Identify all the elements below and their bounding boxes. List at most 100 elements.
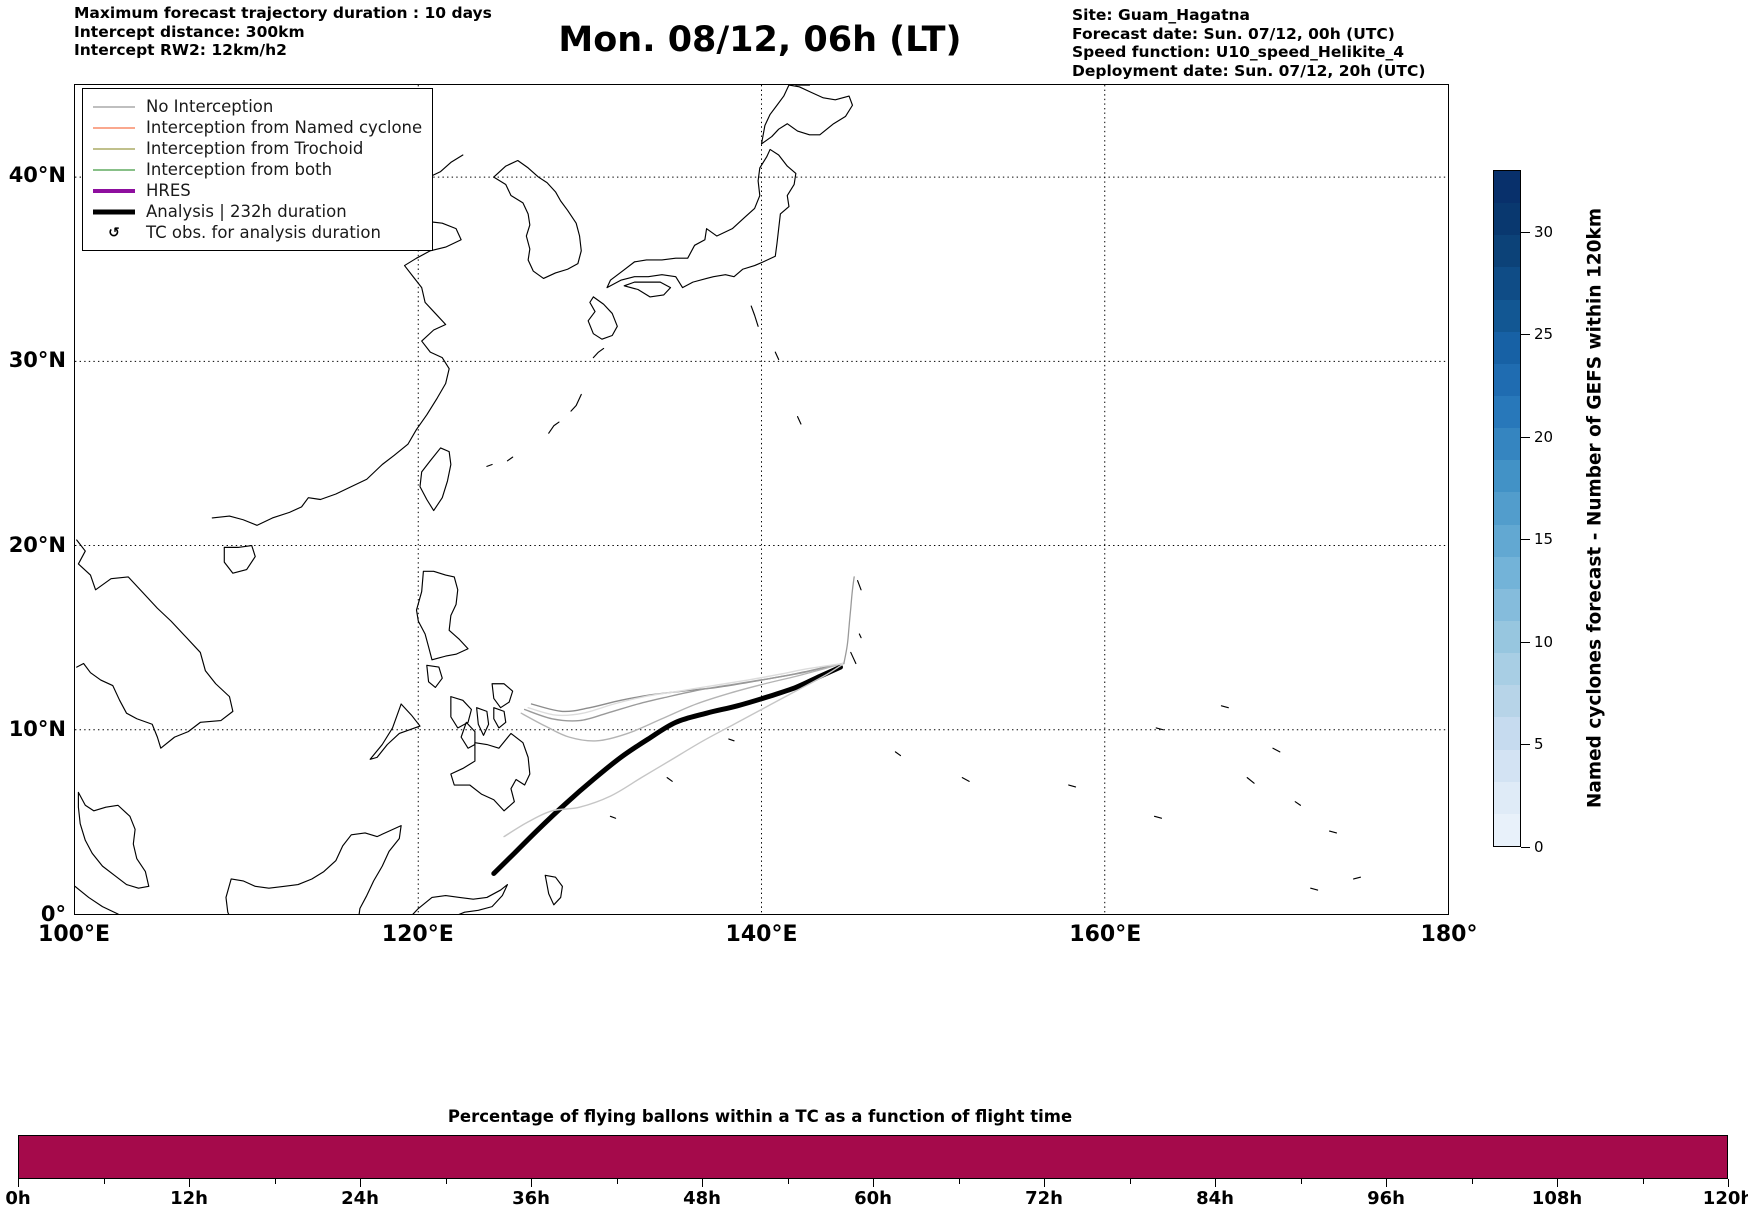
legend-item[interactable]: Interception from both bbox=[91, 159, 422, 180]
intercept-rw2-line: Intercept RW2: 12km/h2 bbox=[74, 41, 287, 59]
colorbar-tick-label: 15 bbox=[1534, 530, 1554, 549]
colorbar-tick bbox=[1521, 641, 1530, 643]
x-tick-label: 160°E bbox=[1069, 922, 1142, 947]
colorbar-tick bbox=[1521, 231, 1530, 233]
legend-item-label: Analysis | 232h duration bbox=[146, 202, 347, 221]
percentage-bar-tick bbox=[1557, 1179, 1558, 1187]
percentage-bar-tick-label: 24h bbox=[341, 1188, 379, 1209]
y-tick-label: 40°N bbox=[8, 163, 66, 188]
colorbar-step bbox=[1494, 460, 1520, 493]
percentage-bar-minor-tick bbox=[787, 1179, 789, 1184]
percentage-bar-minor-tick bbox=[103, 1179, 105, 1184]
legend-item-label: TC obs. for analysis duration bbox=[146, 223, 381, 242]
header-left-info: Maximum forecast trajectory duration : 1… bbox=[74, 4, 492, 60]
colorbar-tick-label: 10 bbox=[1534, 632, 1554, 651]
percentage-bar-tick bbox=[1044, 1179, 1045, 1187]
colorbar-step bbox=[1494, 556, 1520, 589]
colorbar-step bbox=[1494, 685, 1520, 718]
legend-item[interactable]: ↺ TC obs. for analysis duration bbox=[91, 222, 422, 243]
colorbar-step bbox=[1494, 813, 1520, 846]
percentage-bar-tick-label: 72h bbox=[1025, 1188, 1063, 1209]
legend-item-label: HRES bbox=[146, 181, 191, 200]
intercept-distance-line: Intercept distance: 300km bbox=[74, 22, 305, 41]
percentage-bar-tick bbox=[1215, 1179, 1216, 1187]
colorbar-step bbox=[1494, 171, 1520, 204]
colorbar-step bbox=[1494, 235, 1520, 268]
percentage-bar-tick bbox=[873, 1179, 874, 1187]
percentage-bar-minor-tick bbox=[274, 1179, 276, 1184]
forecast-date-line: Forecast date: Sun. 07/12, 00h (UTC) bbox=[1072, 24, 1395, 43]
x-tick-label: 100°E bbox=[38, 922, 110, 947]
percentage-bar-minor-tick bbox=[616, 1179, 618, 1184]
deployment-date-line: Deployment date: Sun. 07/12, 20h (UTC) bbox=[1072, 61, 1426, 80]
colorbar-step bbox=[1494, 492, 1520, 525]
colorbar-title: Named cyclones forecast - Number of GEFS… bbox=[1584, 207, 1606, 809]
header-right-info: Site: Guam_Hagatna Forecast date: Sun. 0… bbox=[1072, 6, 1425, 80]
percentage-bar-tick-label: 36h bbox=[512, 1188, 550, 1209]
percentage-bar-tick-label: 96h bbox=[1367, 1188, 1405, 1209]
percentage-bar-tick bbox=[360, 1179, 361, 1187]
percentage-bar-minor-tick bbox=[1129, 1179, 1131, 1184]
percentage-bar-tick bbox=[1386, 1179, 1387, 1187]
trajectory-path bbox=[520, 662, 843, 742]
legend-line-swatch bbox=[91, 138, 137, 159]
colorbar-tick-label: 0 bbox=[1534, 838, 1544, 856]
trajectory-path bbox=[503, 662, 845, 838]
percentage-bar-minor-tick bbox=[445, 1179, 447, 1184]
colorbar-step bbox=[1494, 588, 1520, 621]
trajectory-lines bbox=[491, 576, 855, 876]
colorbar-step bbox=[1494, 524, 1520, 557]
legend-item-label: Interception from Named cyclone bbox=[146, 118, 423, 137]
page-title: Mon. 08/12, 06h (LT) bbox=[558, 20, 962, 60]
map-legend[interactable]: No Interception Interception from Named c… bbox=[82, 88, 434, 251]
percentage-bar-minor-tick bbox=[958, 1179, 960, 1184]
y-tick-label: 0° bbox=[40, 902, 66, 926]
percentage-bar-tick-label: 48h bbox=[683, 1188, 721, 1209]
colorbar-step bbox=[1494, 749, 1520, 782]
percentage-bar-fill bbox=[19, 1136, 1727, 1178]
colorbar-tick bbox=[1521, 436, 1530, 438]
colorbar-step bbox=[1494, 653, 1520, 686]
colorbar-tick bbox=[1521, 744, 1530, 746]
trajectory-path bbox=[523, 662, 843, 722]
percentage-bar-minor-tick bbox=[1471, 1179, 1473, 1184]
colorbar-tick-label: 5 bbox=[1534, 735, 1544, 754]
colorbar-step bbox=[1494, 781, 1520, 814]
colorbar[interactable] bbox=[1493, 170, 1521, 847]
legend-item[interactable]: Interception from Named cyclone bbox=[91, 117, 422, 138]
trajectory-path bbox=[843, 576, 855, 665]
legend-item-label: No Interception bbox=[146, 97, 274, 116]
y-tick-label: 10°N bbox=[8, 717, 66, 742]
percentage-bar-tick-label: 0h bbox=[5, 1188, 31, 1209]
colorbar-tick-label: 20 bbox=[1534, 427, 1554, 446]
percentage-bar-minor-tick bbox=[1642, 1179, 1644, 1184]
x-tick-label: 180° bbox=[1420, 922, 1478, 947]
legend-item-label: Interception from both bbox=[146, 160, 333, 179]
percentage-bar-axes[interactable] bbox=[18, 1135, 1728, 1179]
percentage-bar-tick bbox=[702, 1179, 703, 1187]
legend-line-swatch bbox=[91, 117, 137, 138]
legend-item[interactable]: No Interception bbox=[91, 96, 422, 117]
max-duration-line: Maximum forecast trajectory duration : 1… bbox=[74, 4, 492, 22]
site-line: Site: Guam_Hagatna bbox=[1072, 6, 1251, 24]
colorbar-step bbox=[1494, 267, 1520, 300]
trajectory-path bbox=[527, 662, 845, 717]
legend-item[interactable]: Interception from Trochoid bbox=[91, 138, 422, 159]
legend-item[interactable]: HRES bbox=[91, 180, 422, 201]
colorbar-tick-label: 30 bbox=[1534, 222, 1554, 241]
colorbar-tick bbox=[1521, 539, 1530, 541]
x-tick-label: 120°E bbox=[381, 922, 454, 947]
colorbar-gradient bbox=[1494, 171, 1520, 846]
colorbar-step bbox=[1494, 299, 1520, 332]
legend-line-swatch bbox=[91, 159, 137, 180]
legend-line-swatch bbox=[91, 201, 137, 222]
percentage-bar-tick bbox=[1728, 1179, 1729, 1187]
trajectory-path bbox=[491, 664, 843, 876]
x-tick-label: 140°E bbox=[725, 922, 798, 947]
colorbar-step bbox=[1494, 331, 1520, 364]
legend-item[interactable]: Analysis | 232h duration bbox=[91, 201, 422, 222]
tc-obs-marker-icon: ↺ bbox=[108, 224, 120, 241]
colorbar-step bbox=[1494, 363, 1520, 396]
percentage-bar-tick-label: 108h bbox=[1531, 1188, 1583, 1209]
